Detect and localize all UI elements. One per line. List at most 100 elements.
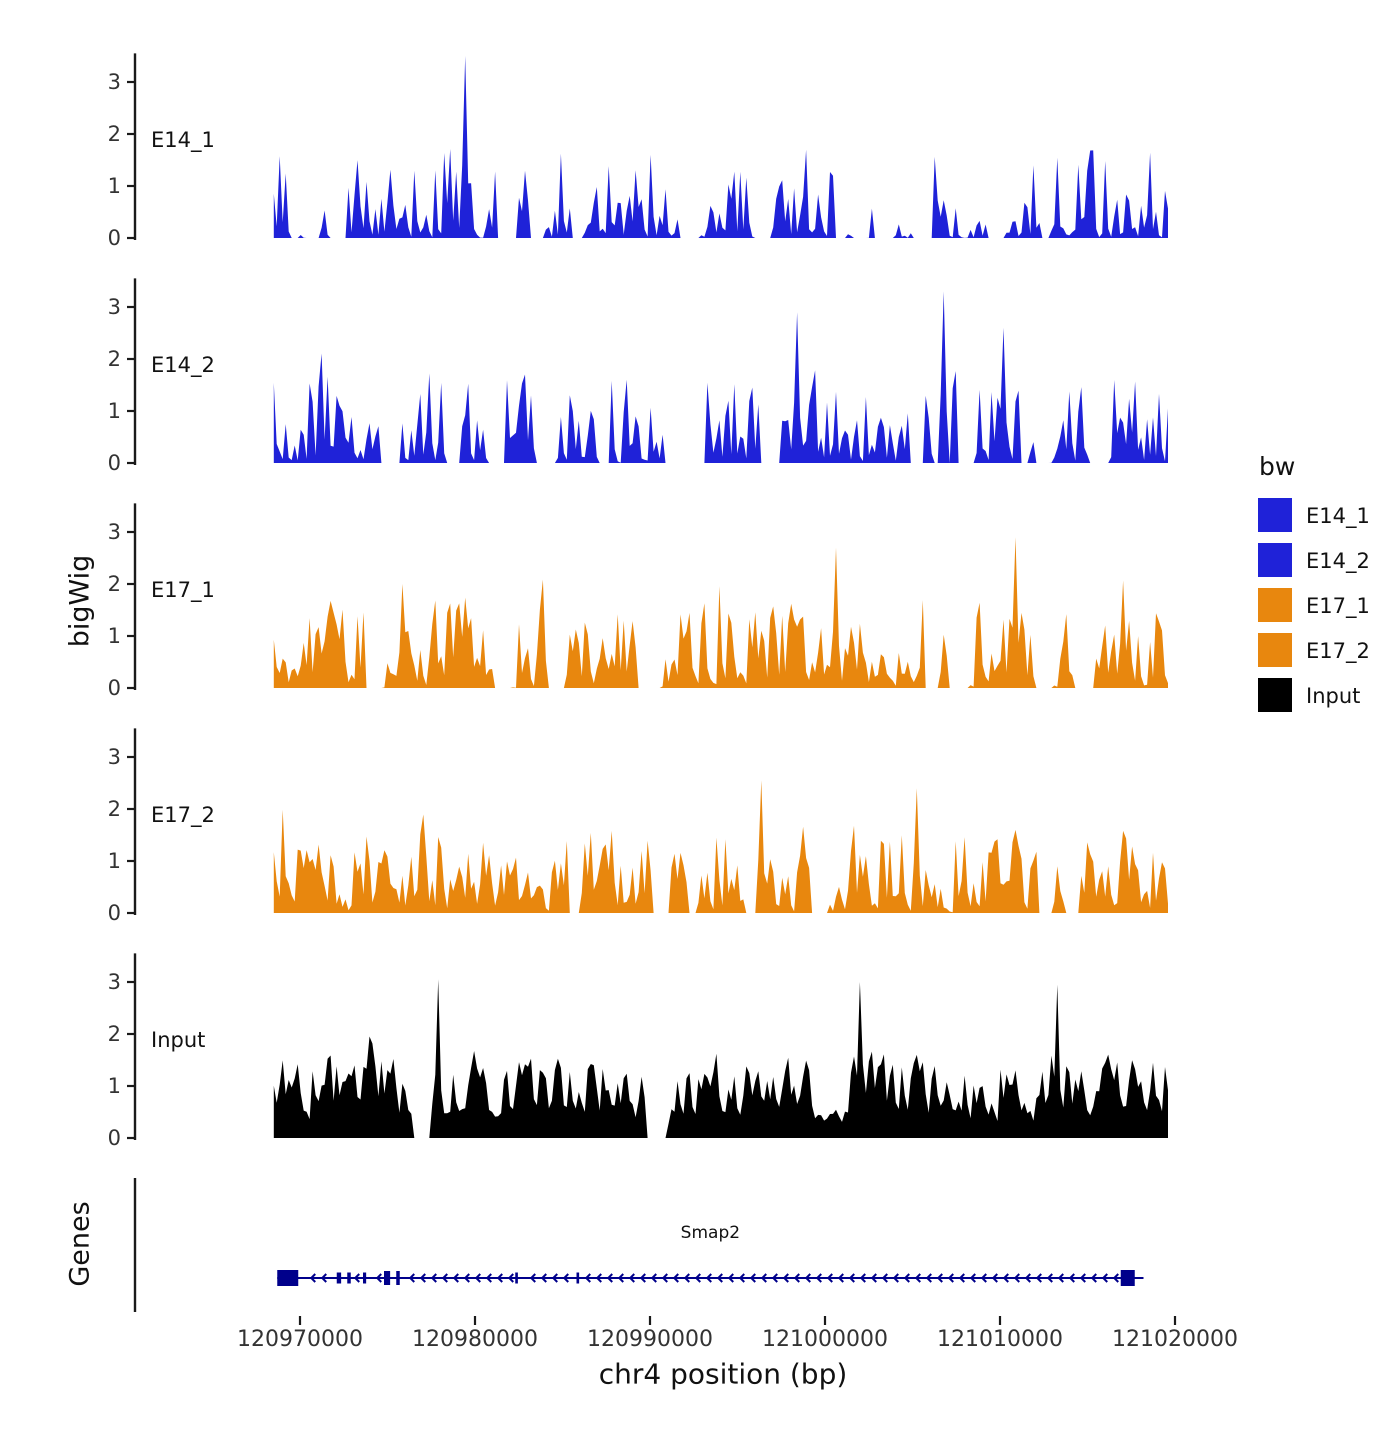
strand-arrow	[969, 1273, 976, 1283]
strand-arrow	[540, 1273, 547, 1283]
strand-arrow	[430, 1273, 437, 1283]
track-label-E14_1: E14_1	[151, 128, 215, 153]
strand-arrow	[760, 1273, 767, 1283]
strand-arrow	[1024, 1273, 1031, 1283]
strand-arrow	[595, 1273, 602, 1283]
coverage-area-E17_1	[273, 537, 1168, 688]
y-tick-label: 1	[108, 174, 121, 198]
strand-arrow	[650, 1273, 657, 1283]
strand-arrow	[496, 1273, 503, 1283]
strand-arrow	[463, 1273, 470, 1283]
strand-arrow	[870, 1273, 877, 1283]
strand-arrow	[1035, 1273, 1042, 1283]
strand-arrow	[584, 1273, 591, 1283]
y-tick-label: 0	[108, 451, 121, 475]
gene-exon	[363, 1272, 367, 1284]
genes-axis-label: Genes	[64, 1201, 96, 1287]
plot-canvas: 0 1 2 3 E14_1 0 1 2 3 E14_2 0 1 2 3 E17_1 0 1 2 3 E17_2 0 1 2 3…	[108, 53, 1370, 1352]
strand-arrow	[562, 1273, 569, 1283]
strand-arrow	[551, 1273, 558, 1283]
strand-arrow	[727, 1273, 734, 1283]
strand-arrow	[452, 1273, 459, 1283]
strand-arrow	[606, 1273, 613, 1283]
strand-arrow	[1046, 1273, 1053, 1283]
legend-label-E14_1: E14_1	[1306, 504, 1370, 529]
y-tick-label: 2	[108, 122, 121, 146]
coverage-area-E17_2	[273, 780, 1168, 913]
gene-exon	[347, 1272, 351, 1284]
strand-arrow	[683, 1273, 690, 1283]
coverage-area-E14_1	[273, 56, 1168, 238]
y-tick-label: 0	[108, 676, 121, 700]
strand-arrow	[661, 1273, 668, 1283]
x-tick-label: 121000000	[762, 1327, 888, 1352]
strand-arrow	[672, 1273, 679, 1283]
y-tick-label: 3	[108, 970, 121, 994]
y-tick-label: 1	[108, 624, 121, 648]
strand-arrow	[694, 1273, 701, 1283]
strand-arrow	[1112, 1273, 1119, 1283]
y-tick-label: 3	[108, 520, 121, 544]
strand-arrow	[925, 1273, 932, 1283]
strand-arrow	[804, 1273, 811, 1283]
strand-arrow	[793, 1273, 800, 1283]
strand-arrow	[507, 1273, 514, 1283]
coverage-area-Input	[273, 979, 1168, 1138]
y-tick-label: 2	[108, 797, 121, 821]
y-tick-label: 1	[108, 399, 121, 423]
coverage-area-E14_2	[273, 291, 1168, 463]
legend-swatch-E17_2	[1258, 633, 1292, 667]
legend-label-E17_1: E17_1	[1306, 594, 1370, 619]
y-tick-label: 2	[108, 572, 121, 596]
y-tick-label: 1	[108, 1074, 121, 1098]
gene-exon	[384, 1271, 391, 1285]
strand-arrow	[771, 1273, 778, 1283]
y-tick-label: 3	[108, 70, 121, 94]
strand-arrow	[705, 1273, 712, 1283]
x-tick-label: 120980000	[412, 1327, 538, 1352]
strand-arrow	[320, 1273, 327, 1283]
legend-label-E17_2: E17_2	[1306, 639, 1370, 664]
strand-arrow	[309, 1273, 316, 1283]
legend-swatch-Input	[1258, 678, 1292, 712]
strand-arrow	[628, 1273, 635, 1283]
track-label-E14_2: E14_2	[151, 353, 215, 378]
track-label-E17_1: E17_1	[151, 578, 215, 603]
strand-arrow	[958, 1273, 965, 1283]
strand-arrow	[947, 1273, 954, 1283]
legend-title: bw	[1259, 452, 1296, 481]
strand-arrow	[859, 1273, 866, 1283]
strand-arrow	[738, 1273, 745, 1283]
x-tick-label: 121010000	[937, 1327, 1063, 1352]
strand-arrow	[408, 1273, 415, 1283]
strand-arrow	[815, 1273, 822, 1283]
y-tick-label: 2	[108, 1022, 121, 1046]
strand-arrow	[837, 1273, 844, 1283]
gene-exon	[336, 1272, 342, 1284]
gene-exon	[515, 1272, 518, 1284]
y-tick-label: 0	[108, 901, 121, 925]
legend-swatch-E17_1	[1258, 588, 1292, 622]
gene-name-label: Smap2	[681, 1223, 740, 1243]
x-tick-label: 121020000	[1112, 1327, 1238, 1352]
track-label-E17_2: E17_2	[151, 803, 215, 828]
strand-arrow	[848, 1273, 855, 1283]
strand-arrow	[375, 1273, 382, 1283]
strand-arrow	[892, 1273, 899, 1283]
strand-arrow	[485, 1273, 492, 1283]
legend-label-E14_2: E14_2	[1306, 549, 1370, 574]
gene-exon	[1120, 1270, 1135, 1286]
strand-arrow	[419, 1273, 426, 1283]
strand-arrow	[881, 1273, 888, 1283]
genome-coverage-figure: 0 1 2 3 E14_1 0 1 2 3 E14_2 0 1 2 3 E17_1 0 1 2 3 E17_2 0 1 2 3…	[40, 16, 1400, 1416]
strand-arrow	[529, 1273, 536, 1283]
strand-arrow	[474, 1273, 481, 1283]
strand-arrow	[441, 1273, 448, 1283]
strand-arrow	[716, 1273, 723, 1283]
strand-arrow	[782, 1273, 789, 1283]
strand-arrow	[936, 1273, 943, 1283]
legend-label-Input: Input	[1306, 684, 1360, 708]
y-tick-label: 1	[108, 849, 121, 873]
strand-arrow	[980, 1273, 987, 1283]
strand-arrow	[749, 1273, 756, 1283]
